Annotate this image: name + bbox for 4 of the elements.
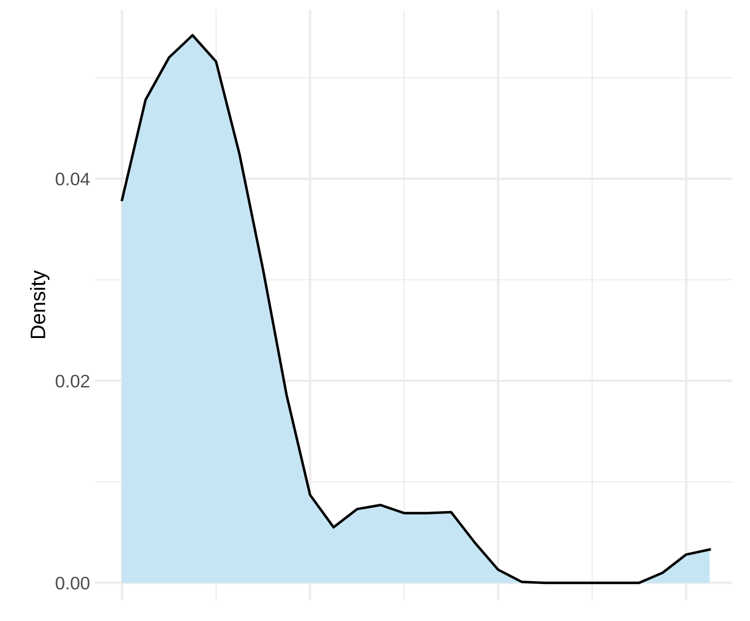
y-tick-label: 0.02 — [56, 374, 90, 388]
y-tick-label: 0.00 — [56, 576, 90, 590]
y-tick-label: 0.04 — [56, 172, 90, 186]
y-axis-title: Density — [30, 270, 50, 338]
